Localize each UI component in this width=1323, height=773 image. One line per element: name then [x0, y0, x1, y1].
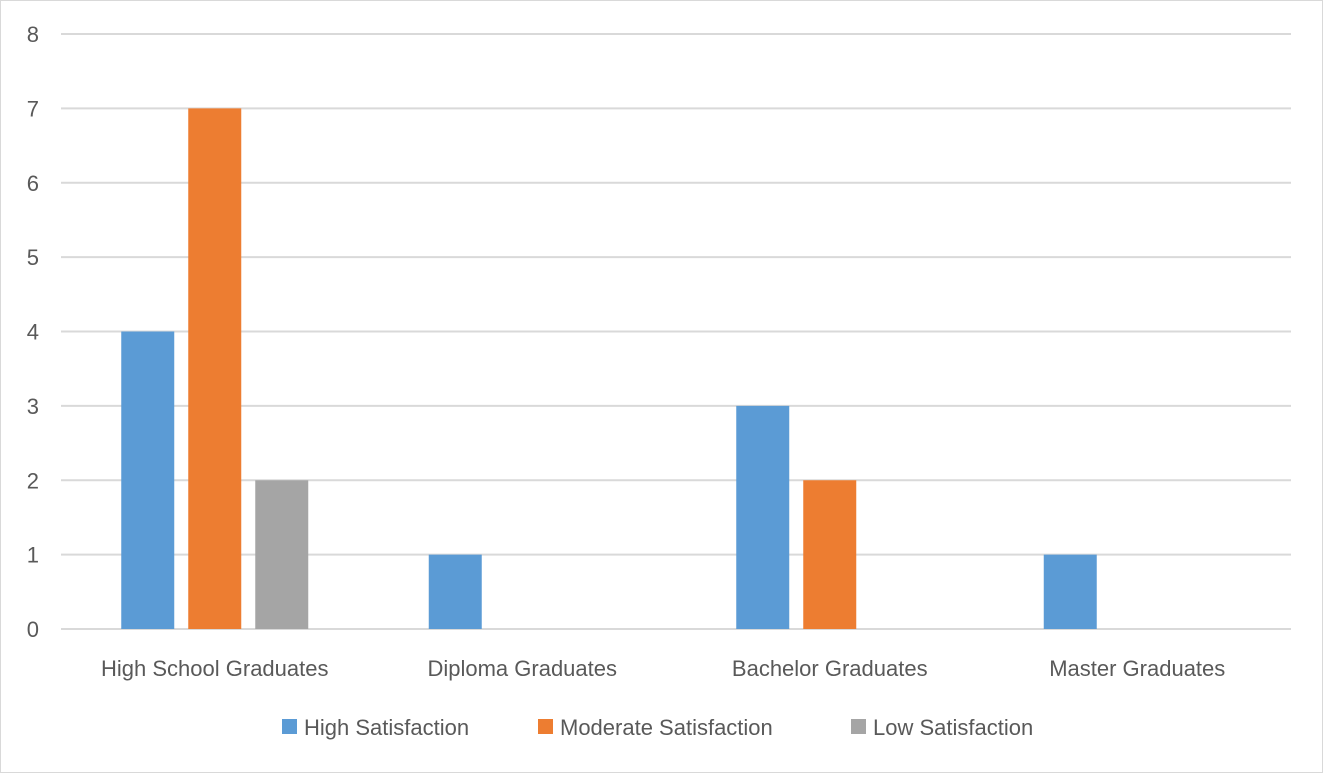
bar-moderate-satisfaction-0 [188, 108, 242, 629]
bar-low-satisfaction-0 [255, 480, 309, 629]
x-category-label: Bachelor Graduates [732, 656, 928, 681]
x-axis-labels: High School Graduates Diploma Graduates Ba… [101, 656, 1225, 681]
x-category-label: High School Graduates [101, 656, 328, 681]
y-tick-label: 6 [27, 171, 39, 196]
y-tick-label: 0 [27, 617, 39, 642]
bars [121, 108, 1097, 629]
y-tick-label: 5 [27, 245, 39, 270]
legend-label: High Satisfaction [304, 715, 469, 740]
legend-label: Low Satisfaction [873, 715, 1033, 740]
x-category-label: Master Graduates [1049, 656, 1225, 681]
legend-swatch [538, 719, 553, 734]
y-axis-ticks: 0 1 2 3 4 5 6 7 8 [27, 22, 39, 642]
bar-moderate-satisfaction-2 [803, 480, 857, 629]
bar-high-satisfaction-2 [736, 405, 790, 629]
y-tick-label: 1 [27, 543, 39, 568]
bar-high-satisfaction-1 [428, 554, 482, 629]
legend-swatch [851, 719, 866, 734]
gridlines [61, 33, 1291, 630]
x-category-label: Diploma Graduates [427, 656, 617, 681]
y-tick-label: 7 [27, 96, 39, 121]
y-tick-label: 2 [27, 468, 39, 493]
y-tick-label: 3 [27, 394, 39, 419]
y-tick-label: 4 [27, 320, 39, 345]
y-tick-label: 8 [27, 22, 39, 47]
bar-high-satisfaction-0 [121, 331, 175, 629]
bar-high-satisfaction-3 [1043, 554, 1097, 629]
legend-label: Moderate Satisfaction [560, 715, 773, 740]
legend: High Satisfaction Moderate Satisfaction Lo… [282, 715, 1033, 740]
legend-swatch [282, 719, 297, 734]
